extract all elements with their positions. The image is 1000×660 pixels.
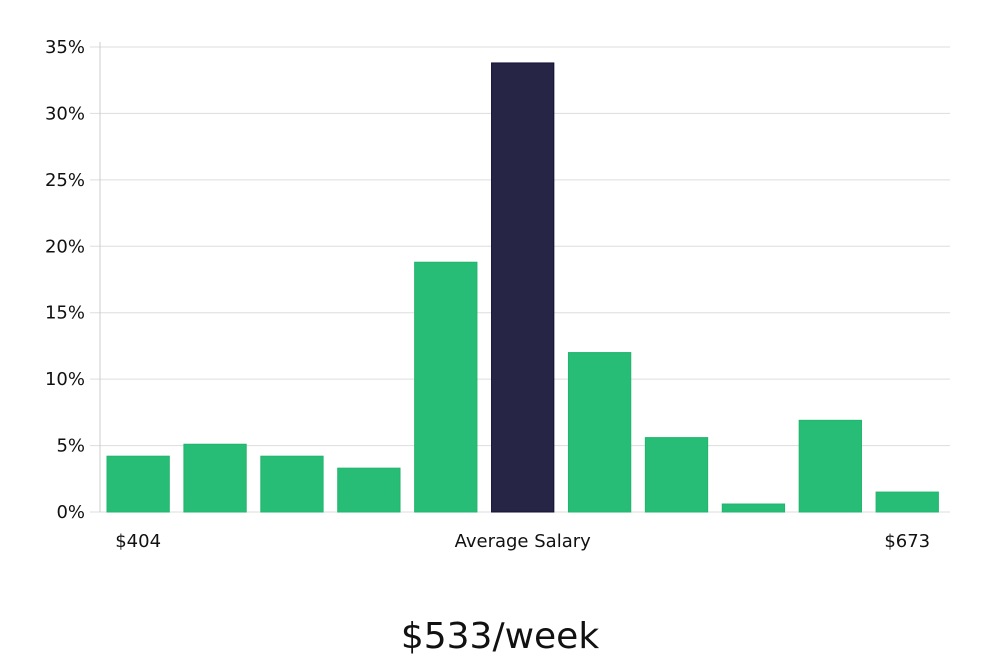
y-tick-label: 15% (45, 303, 85, 324)
y-tick-label: 30% (45, 103, 85, 124)
bar (414, 261, 478, 513)
y-tick-label: 10% (45, 369, 85, 390)
average-salary-headline: $533/week (401, 616, 599, 657)
y-tick-label: 5% (56, 436, 85, 457)
y-axis-tick-labels: 0% 5% 10% 15% 20% 25% 30% 35% (45, 37, 85, 523)
bar (106, 455, 170, 513)
x-min-label: $404 (115, 531, 161, 552)
bars (106, 62, 939, 513)
bar (567, 352, 632, 513)
average-salary-bar (491, 62, 555, 513)
bar (183, 443, 247, 513)
x-average-label: Average Salary (455, 531, 592, 552)
y-tick-label: 20% (45, 236, 85, 257)
x-max-label: $673 (884, 531, 930, 552)
bar (337, 467, 401, 513)
bar (260, 455, 324, 513)
bar (798, 419, 862, 513)
bar (875, 491, 939, 513)
y-tick-label: 0% (56, 502, 85, 523)
y-tick-label: 25% (45, 170, 85, 191)
bar (721, 503, 786, 513)
y-tick-label: 35% (45, 37, 85, 58)
bar (644, 437, 709, 513)
